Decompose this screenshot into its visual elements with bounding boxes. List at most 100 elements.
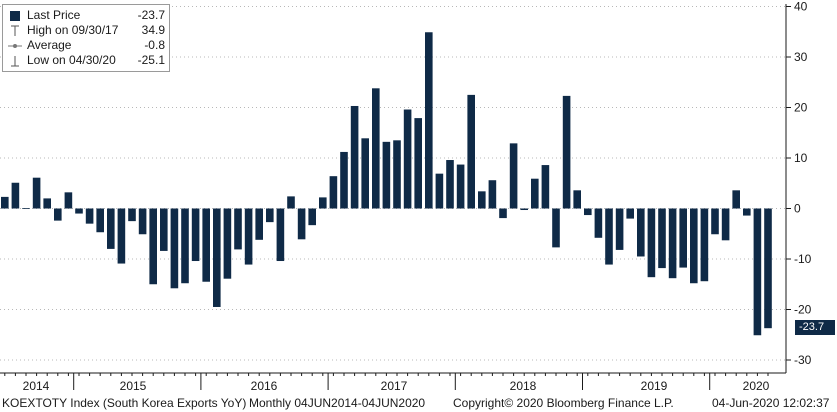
bar [276,208,285,262]
legend-last-label: Last Price [27,8,81,22]
x-tick-label: 2016 [251,379,278,393]
bar [658,208,666,269]
bar [85,208,94,224]
bar [350,105,359,209]
legend-average-label: Average [27,38,72,52]
bar [446,160,454,209]
bar [266,208,274,223]
bar [509,143,518,209]
y-tick-label: 30 [794,50,808,64]
axes: 40 30 20 10 0 -10 -20 -30 2014 2015 2016 2017 2018 20… [0,0,812,393]
bar [297,208,306,240]
bar [637,208,645,257]
bar [75,208,83,214]
bar [499,208,507,219]
bar [149,208,157,285]
bar [11,182,20,209]
bar [393,140,401,209]
bar [329,176,338,209]
bar [594,208,603,238]
y-tick-label: 40 [794,0,808,14]
legend-last-price: Last Price -23.7 [7,8,165,23]
bar [340,151,348,209]
bar [520,208,528,211]
bar [244,208,253,265]
gridlines [0,6,786,361]
legend-high-value: 34.9 [141,23,165,37]
bar [64,192,73,209]
bar [170,208,179,289]
bar [573,190,581,209]
bar [382,141,391,209]
bar [679,208,687,268]
bar [319,197,327,209]
x-tick-label: 2018 [510,379,537,393]
bar [403,109,412,209]
bar [32,177,41,209]
footer-timestamp: 04-Jun-2020 12:02:37 [712,396,830,410]
bar [478,191,486,209]
bars [1,32,772,336]
last-price-flag: -23.7 [795,320,835,335]
footer: KOEXTOTY Index (South Korea Exports YoY)… [0,395,837,412]
bar [43,198,51,209]
bar [488,180,497,209]
bar [647,208,656,278]
y-tick-label: -10 [794,252,812,266]
bar [690,208,698,284]
bar [234,208,242,250]
legend-low-label: Low on 04/30/20 [27,53,116,67]
bar [287,196,295,209]
bar [668,208,677,279]
bar [743,208,751,216]
bar-swatch-icon [7,10,23,21]
y-tick-label: 0 [794,202,801,216]
bar [456,164,465,209]
bar [552,208,560,248]
high-marker-icon [7,25,23,37]
bar [22,208,30,209]
bar [721,208,730,241]
low-marker-icon [7,55,23,67]
legend-high-label: High on 09/30/17 [27,23,119,37]
bar [117,208,126,264]
y-tick-label: -20 [794,303,812,317]
bar [255,208,263,240]
bar [191,208,200,262]
bar [128,208,136,222]
bar [308,208,316,226]
bar [711,208,719,235]
legend-last-value: -23.7 [137,8,165,22]
x-tick-label: 2015 [120,379,147,393]
footer-range: Monthly 04JUN2014-04JUN2020 [249,396,426,410]
x-tick-label: 2020 [743,379,770,393]
legend-high: High on 09/30/17 34.9 [7,23,165,38]
bar [605,208,613,265]
bar [160,208,168,251]
bar [531,178,539,209]
average-marker-icon [7,42,23,50]
bar [467,94,475,209]
bar [626,208,634,219]
bar [107,208,115,249]
bar [138,208,147,235]
bar [96,208,104,233]
legend: Last Price -23.7 High on 09/30/17 34.9 A… [2,4,170,72]
bar [361,138,369,209]
bar [700,208,709,282]
legend-average: Average -0.8 [7,38,165,53]
x-tick-label: 2017 [381,379,408,393]
bar [435,173,444,209]
bar [223,208,232,279]
x-tick-label: 2014 [23,379,50,393]
legend-low: Low on 04/30/20 -25.1 [7,53,165,68]
bar [732,190,740,209]
bar [753,208,762,336]
legend-average-value: -0.8 [144,38,165,52]
bar [615,208,624,250]
y-tick-label: 20 [794,101,808,115]
bar [562,95,571,209]
footer-ticker: KOEXTOTY Index (South Korea Exports YoY) [2,396,247,410]
bar [213,208,221,307]
